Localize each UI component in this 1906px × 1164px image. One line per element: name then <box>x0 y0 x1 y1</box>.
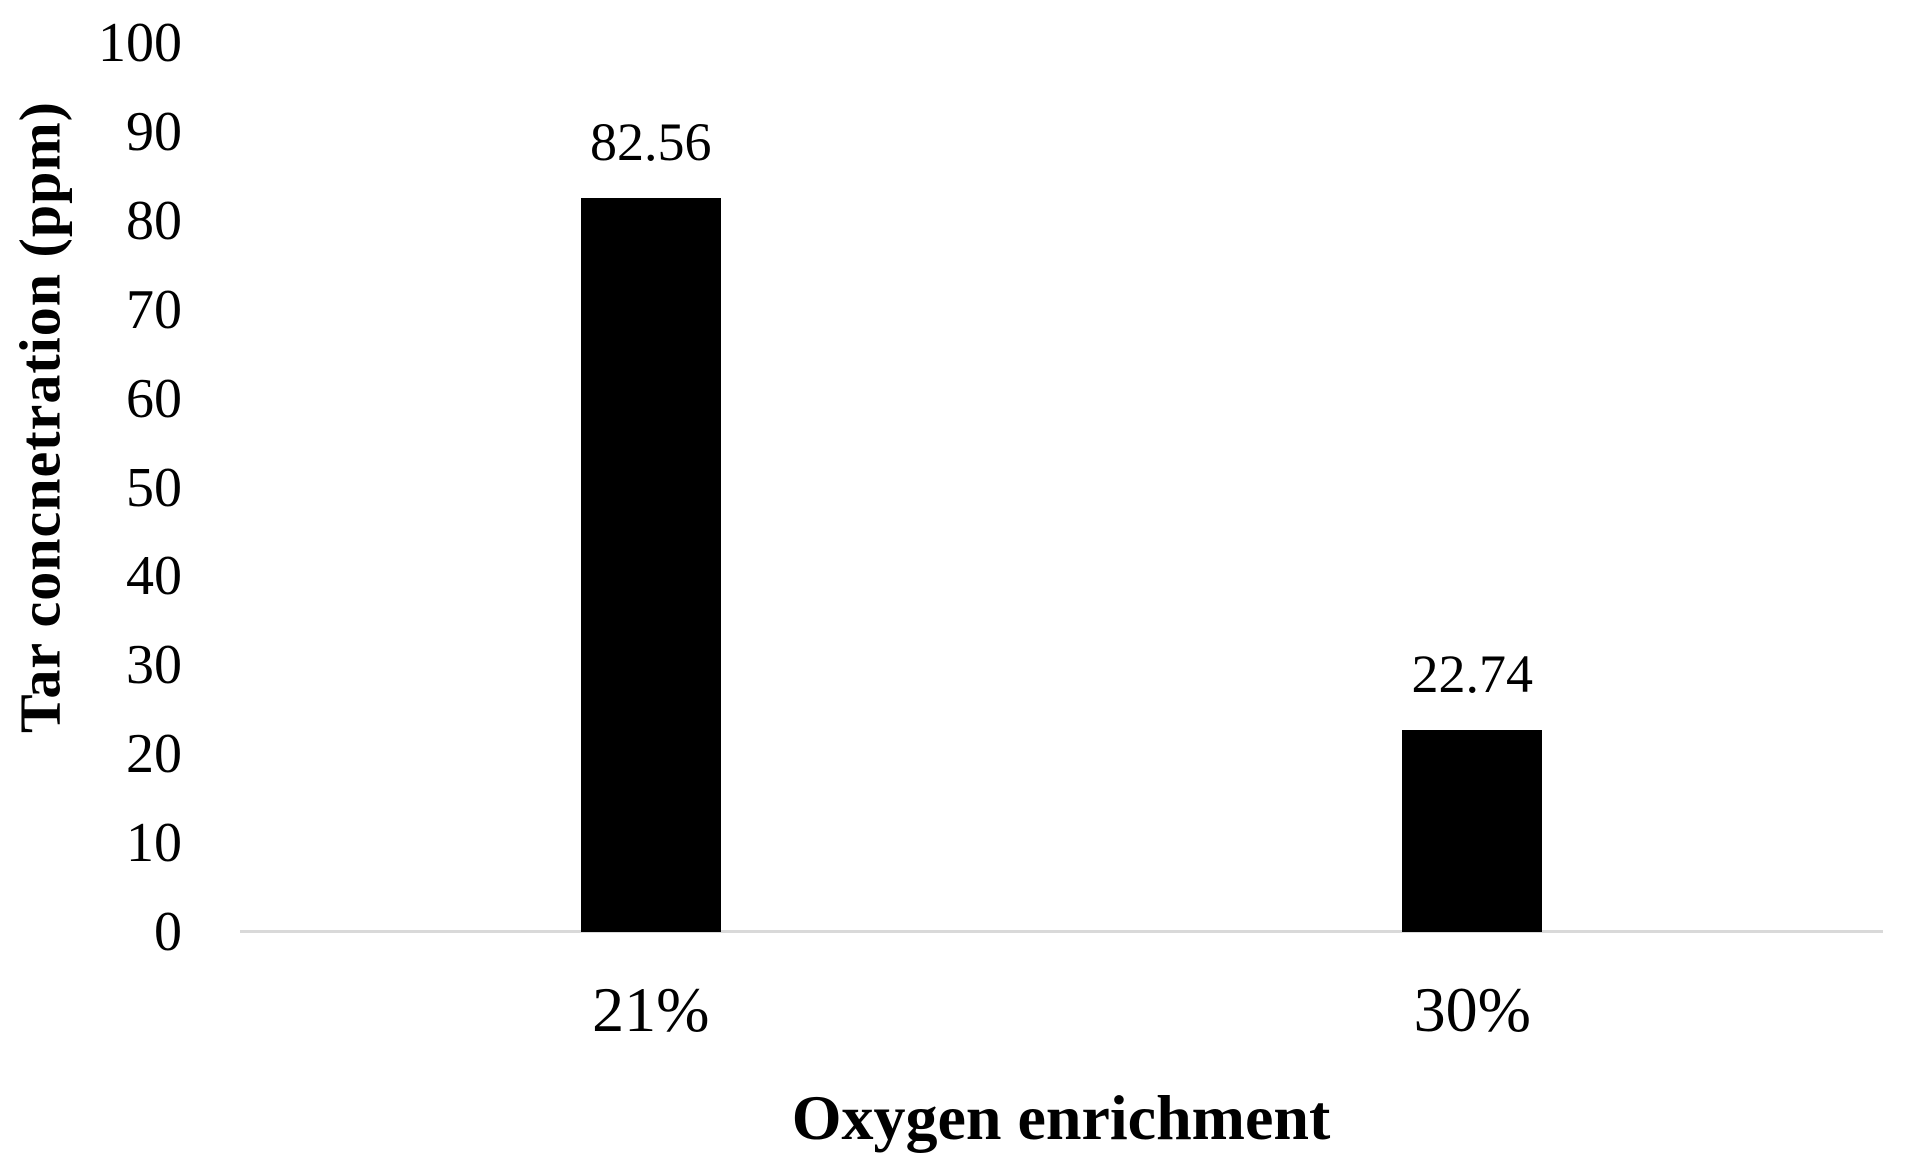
y-tick-label: 60 <box>126 367 182 430</box>
x-axis-title: Oxygen enrichment <box>791 1082 1331 1153</box>
x-category-label: 30% <box>1413 974 1531 1045</box>
y-tick-label: 30 <box>126 634 182 697</box>
y-tick-label: 90 <box>126 100 182 163</box>
y-tick-label: 40 <box>126 545 182 608</box>
x-axis-line <box>240 930 1883 933</box>
bar <box>580 198 721 932</box>
y-tick-label: 100 <box>98 12 182 74</box>
bar <box>1402 729 1543 932</box>
bar-value-label: 22.74 <box>1411 643 1534 704</box>
y-tick-label: 20 <box>126 723 182 786</box>
y-tick-label: 70 <box>126 278 182 341</box>
bar-value-label: 82.56 <box>590 112 712 173</box>
x-category-label: 21% <box>592 974 710 1045</box>
y-tick-label: 10 <box>126 812 182 875</box>
y-tick-label: 50 <box>126 456 182 519</box>
y-tick-label: 0 <box>154 901 182 963</box>
y-tick-label: 80 <box>126 189 182 252</box>
